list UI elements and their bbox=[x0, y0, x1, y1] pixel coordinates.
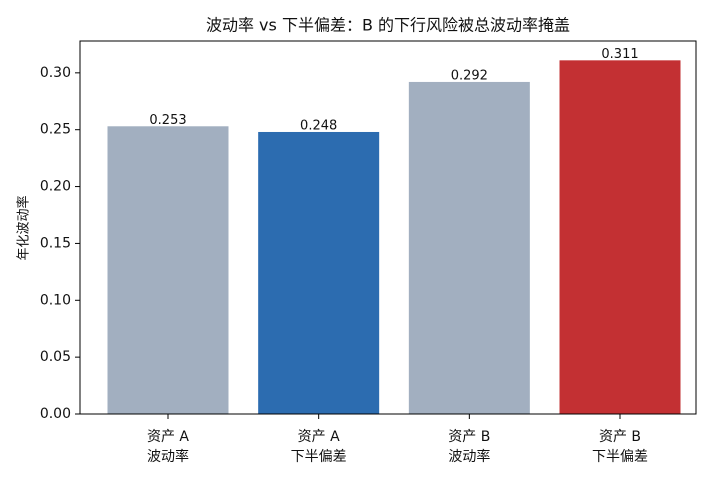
y-tick-label: 0.20 bbox=[40, 179, 71, 195]
x-tick-label: 波动率 bbox=[147, 448, 189, 465]
plot-frame bbox=[79, 40, 697, 415]
y-tick-label: 0.05 bbox=[40, 349, 71, 365]
x-tick-label: 波动率 bbox=[448, 448, 490, 465]
data-label: 0.292 bbox=[451, 68, 488, 83]
x-tick-label: 资产 A bbox=[298, 429, 340, 445]
data-label: 0.311 bbox=[601, 47, 638, 62]
x-tick-label: 下半偏差 bbox=[291, 449, 347, 465]
bar bbox=[258, 131, 380, 414]
x-tick-label: 资产 A bbox=[147, 429, 189, 445]
data-label: 0.253 bbox=[149, 113, 186, 128]
y-axis-label: 年化波动率 bbox=[16, 195, 32, 260]
chart-title: 波动率 vs 下半偏差：B 的下行风险被总波动率掩盖 bbox=[206, 16, 570, 35]
x-tick-label: 下半偏差 bbox=[592, 449, 648, 465]
bar bbox=[559, 60, 681, 415]
y-tick-label: 0.15 bbox=[40, 235, 71, 251]
bar bbox=[107, 126, 229, 414]
bar bbox=[408, 81, 530, 414]
x-tick-label: 资产 B bbox=[448, 429, 490, 445]
y-tick-label: 0.25 bbox=[40, 122, 71, 138]
data-label: 0.248 bbox=[300, 118, 337, 133]
y-tick-label: 0.30 bbox=[40, 65, 71, 81]
x-tick-label: 资产 B bbox=[599, 429, 641, 445]
y-tick-label: 0.10 bbox=[40, 292, 71, 308]
y-tick-label: 0.00 bbox=[40, 406, 71, 422]
